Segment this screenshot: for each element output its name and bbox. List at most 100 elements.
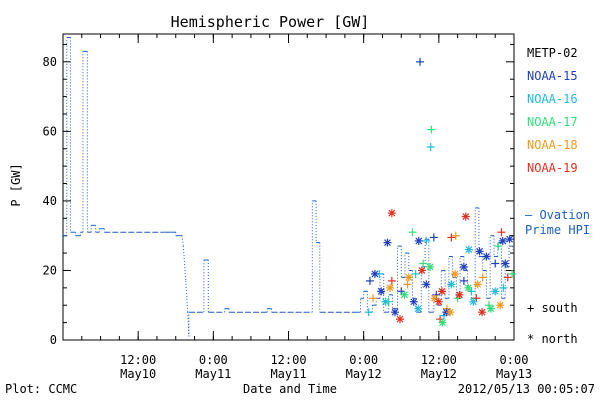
south-marker — [432, 290, 441, 299]
legend-ovation: — Ovation — [525, 208, 590, 222]
y-axis-label: P [GW] — [9, 163, 23, 206]
legend-entry: NOAA-17 — [527, 115, 578, 129]
south-marker — [416, 57, 425, 66]
ovation-segment — [181, 235, 184, 247]
x-tick-label-date: May11 — [270, 367, 306, 381]
south-marker — [453, 294, 462, 303]
ovation-segment — [187, 312, 190, 337]
north-marker — [400, 290, 409, 299]
legend: METP-02 NOAA-15 NOAA-16 NOAA-17 NOAA-18 NOAA-… — [525, 46, 590, 346]
south-marker — [411, 269, 420, 278]
plot-credit: Plot: CCMC — [5, 382, 77, 396]
north-marker — [395, 315, 404, 324]
south-marker — [427, 125, 436, 134]
south-marker — [408, 228, 417, 237]
x-axis-label: Date and Time — [243, 382, 337, 396]
north-marker — [390, 308, 399, 317]
north-marker — [409, 297, 418, 306]
x-tick-label-date: May10 — [120, 367, 156, 381]
south-marker — [426, 143, 435, 152]
south-marker — [497, 228, 506, 237]
north-marker — [455, 290, 464, 299]
legend-south: + south — [527, 301, 578, 315]
south-marker — [491, 259, 500, 268]
legend-entry: NOAA-15 — [527, 69, 578, 83]
north-marker — [430, 294, 439, 303]
y-tick-label: 0 — [50, 333, 57, 347]
north-marker — [464, 283, 473, 292]
north-marker — [434, 297, 443, 306]
north-marker — [377, 287, 386, 296]
north-marker — [387, 209, 396, 218]
chart-title: Hemispheric Power [GW] — [171, 13, 370, 31]
north-marker — [417, 266, 426, 275]
north-marker — [426, 262, 435, 271]
y-tick-label: 80 — [43, 55, 57, 69]
plot-frame — [62, 33, 515, 341]
south-marker — [364, 308, 373, 317]
x-tick-label-time: 12:00 — [270, 353, 306, 367]
north-marker — [381, 297, 390, 306]
legend-entry: NOAA-18 — [527, 138, 578, 152]
north-marker — [447, 280, 456, 289]
north-marker — [446, 308, 455, 317]
ovation-segment — [182, 246, 187, 281]
y-tick-label: 60 — [43, 124, 57, 138]
legend-north: * north — [527, 332, 578, 346]
north-marker — [370, 269, 379, 278]
south-marker — [503, 273, 512, 282]
north-marker — [422, 280, 431, 289]
x-tick-label-time: 12:00 — [120, 353, 156, 367]
plot-timestamp: 2012/05/13 00:05:07 — [458, 382, 595, 396]
south-marker — [508, 269, 517, 278]
ovation-segment — [185, 280, 189, 313]
north-marker — [414, 304, 423, 313]
north-marker — [404, 273, 413, 282]
south-marker — [369, 294, 378, 303]
x-tick-label-time: 0:00 — [199, 353, 228, 367]
north-marker — [469, 297, 478, 306]
x-tick-label-time: 0:00 — [349, 353, 378, 367]
north-marker — [498, 236, 507, 245]
x-tick-label-date: May11 — [195, 367, 231, 381]
north-marker — [459, 262, 468, 271]
south-marker — [422, 236, 431, 245]
legend-entry: METP-02 — [527, 46, 578, 60]
south-marker — [429, 233, 438, 242]
north-marker — [491, 287, 500, 296]
north-marker — [437, 287, 446, 296]
south-marker — [494, 242, 503, 251]
south-marker — [459, 276, 468, 285]
north-marker — [505, 235, 514, 244]
y-tick-label: 40 — [43, 194, 57, 208]
south-marker — [419, 259, 428, 268]
x-tick-label-time: 12:00 — [421, 353, 457, 367]
legend-entry: NOAA-16 — [527, 92, 578, 106]
north-marker — [475, 247, 484, 256]
south-marker — [387, 276, 396, 285]
north-marker — [464, 245, 473, 254]
x-tick-label-date: May12 — [421, 367, 457, 381]
north-marker — [461, 212, 470, 221]
north-marker — [438, 318, 447, 327]
south-marker — [478, 273, 487, 282]
legend-entry: NOAA-19 — [527, 161, 578, 175]
north-marker — [478, 308, 487, 317]
north-marker — [473, 280, 482, 289]
north-marker — [496, 301, 505, 310]
north-marker — [486, 304, 495, 313]
north-marker — [482, 252, 491, 261]
x-tick-label-time: 0:00 — [500, 353, 529, 367]
south-marker — [447, 233, 456, 242]
south-marker — [499, 283, 508, 292]
plot-area: 02040608012:00May100:00May1112:00May110:… — [43, 33, 532, 381]
south-marker — [484, 301, 493, 310]
north-marker — [414, 236, 423, 245]
north-marker — [501, 259, 510, 268]
south-marker — [403, 280, 412, 289]
legend-ovation: Prime HPI — [525, 223, 590, 237]
y-tick-label: 20 — [43, 263, 57, 277]
x-tick-label-date: May13 — [496, 367, 532, 381]
north-marker — [451, 269, 460, 278]
